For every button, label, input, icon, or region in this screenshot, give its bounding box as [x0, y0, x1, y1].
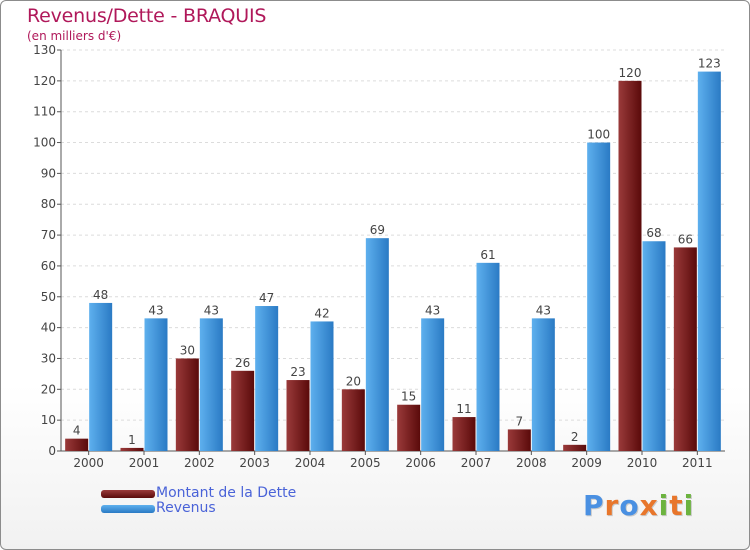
revenue-bar	[365, 238, 389, 451]
debt-bar	[452, 417, 476, 451]
data-labels: 4 48 1 43 30 43 26 47 23 42 20 69 15 43 11 61 7 43 2 100 120…	[73, 57, 721, 447]
y-tick-label: 90	[41, 166, 56, 180]
grid-lines	[61, 49, 725, 421]
debt-bar-value-label: 66	[678, 232, 693, 246]
x-tick-label: 2008	[516, 456, 547, 470]
revenue-bar	[642, 241, 666, 451]
logo-letter: i	[658, 489, 670, 522]
revenue-bar	[476, 262, 500, 451]
x-tick-label: 2003	[239, 456, 270, 470]
debt-bar-value-label: 120	[619, 66, 642, 80]
proxiti-logo: Proxiti	[583, 489, 694, 522]
logo-letter: o	[619, 489, 640, 522]
x-tick-label: 2006	[405, 456, 436, 470]
revenue-bar	[89, 302, 113, 451]
revenue-bar-value-label: 47	[259, 291, 274, 305]
revenue-bar	[421, 318, 445, 451]
legend-label-revenue: Revenus	[156, 500, 216, 516]
debt-bar	[286, 380, 310, 451]
logo-letter: t	[669, 489, 684, 522]
revenue-bar	[199, 318, 223, 451]
x-tick-label: 2005	[350, 456, 381, 470]
y-tick-label: 130	[33, 43, 56, 57]
y-tick-label: 50	[41, 290, 56, 304]
legend-swatch-revenue	[101, 505, 155, 513]
y-tick-label: 30	[41, 351, 56, 365]
debt-bar	[563, 444, 587, 451]
debt-bar-value-label: 20	[346, 374, 361, 388]
debt-bar-value-label: 11	[456, 402, 471, 416]
revenue-bar	[310, 321, 334, 451]
revenue-bar	[531, 318, 555, 451]
revenue-bar-value-label: 100	[587, 128, 610, 142]
x-tick-label: 2001	[129, 456, 160, 470]
debt-bar-value-label: 15	[401, 390, 416, 404]
debt-bar-value-label: 30	[180, 343, 195, 357]
debt-bar	[341, 389, 365, 451]
debt-bar-value-label: 23	[290, 365, 305, 379]
y-tick-label: 0	[48, 444, 56, 458]
y-tick-label: 60	[41, 259, 56, 273]
y-tick-label: 110	[33, 105, 56, 119]
revenue-bar-value-label: 48	[93, 288, 108, 302]
x-tick-label: 2004	[295, 456, 326, 470]
debt-bar-value-label: 2	[571, 430, 579, 444]
debt-bar	[65, 438, 89, 451]
revenue-bar	[697, 71, 721, 451]
debt-bar	[175, 358, 199, 451]
revenue-bar-value-label: 123	[698, 57, 721, 71]
logo-letter: x	[639, 489, 659, 522]
logo-letter: r	[604, 489, 620, 522]
revenue-bar-value-label: 43	[148, 303, 163, 317]
debt-bar	[673, 247, 697, 451]
logo-letter: P	[583, 489, 605, 522]
legend-swatch-debt	[101, 490, 155, 498]
legend-label-debt: Montant de la Dette	[156, 485, 297, 501]
x-tick-label: 2009	[571, 456, 602, 470]
debt-bar	[120, 447, 144, 451]
debt-bar	[231, 370, 255, 451]
x-tick-label: 2000	[73, 456, 104, 470]
revenue-bar	[587, 142, 611, 452]
y-tick-label: 10	[41, 413, 56, 427]
debt-bar	[397, 404, 421, 451]
revenue-bar-value-label: 69	[370, 223, 385, 237]
chart-subtitle: (en milliers d'€)	[27, 29, 122, 43]
revenue-bar	[144, 318, 168, 451]
revenue-bar	[255, 306, 279, 451]
debt-bar	[618, 80, 642, 451]
x-tick-label: 2007	[461, 456, 492, 470]
x-tick-label: 2011	[682, 456, 713, 470]
debt-bar	[507, 429, 531, 451]
y-tick-label: 100	[33, 136, 56, 150]
debt-bar-value-label: 7	[516, 414, 524, 428]
x-tick-label: 2010	[627, 456, 658, 470]
debt-bar-value-label: 1	[128, 433, 136, 447]
y-tick-label: 70	[41, 228, 56, 242]
y-tick-label: 20	[41, 382, 56, 396]
y-tick-label: 80	[41, 197, 56, 211]
x-tick-label: 2002	[184, 456, 215, 470]
revenue-bar-value-label: 43	[536, 303, 551, 317]
debt-bar-value-label: 4	[73, 424, 81, 438]
revenue-bar-value-label: 61	[480, 248, 495, 262]
revenue-bar-value-label: 42	[314, 306, 329, 320]
y-tick-label: 120	[33, 74, 56, 88]
revenue-bar-value-label: 43	[425, 303, 440, 317]
bars	[65, 71, 721, 452]
debt-bar-value-label: 26	[235, 356, 250, 370]
y-tick-label: 40	[41, 321, 56, 335]
chart-title: Revenus/Dette - BRAQUIS	[27, 5, 267, 27]
logo-letter: i	[683, 489, 695, 522]
revenue-bar-value-label: 43	[204, 303, 219, 317]
revenue-bar-value-label: 68	[646, 226, 661, 240]
